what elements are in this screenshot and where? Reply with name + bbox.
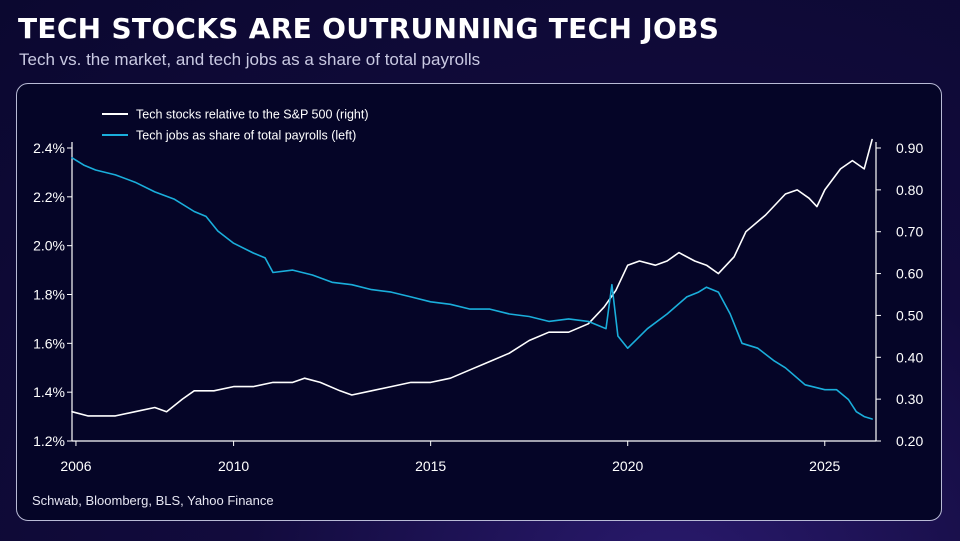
left-tick-label: 1.6% xyxy=(33,335,65,351)
right-tick-label: 0.40 xyxy=(896,349,923,365)
right-tick-label: 0.80 xyxy=(896,182,923,198)
left-tick-label: 1.4% xyxy=(33,384,65,400)
right-tick-label: 0.90 xyxy=(896,140,923,156)
left-tick-label: 2.0% xyxy=(33,238,65,254)
axes xyxy=(71,142,877,442)
left-tick-label: 2.4% xyxy=(33,140,65,156)
x-tick-label: 2020 xyxy=(612,458,643,474)
legend: Tech stocks relative to the S&P 500 (rig… xyxy=(102,108,369,143)
right-axis-ticks: 0.90 0.80 0.70 0.60 0.50 0.40 0.30 0.20 xyxy=(876,140,923,449)
x-axis-ticks: 2006 2010 2015 2020 2025 xyxy=(60,441,841,474)
left-axis-ticks: 2.4% 2.2% 2.0% 1.8% 1.6% 1.4% 1.2% xyxy=(33,140,72,449)
left-tick-label: 1.2% xyxy=(33,433,65,449)
series-line-tech-jobs xyxy=(71,157,873,420)
series-lines xyxy=(71,138,873,420)
left-tick-label: 1.8% xyxy=(33,287,65,303)
x-tick-label: 2025 xyxy=(809,458,840,474)
right-tick-label: 0.70 xyxy=(896,224,923,240)
right-tick-label: 0.60 xyxy=(896,266,923,282)
chart-subtitle: Tech vs. the market, and tech jobs as a … xyxy=(19,50,481,69)
left-tick-label: 2.2% xyxy=(33,189,65,205)
source-note: Schwab, Bloomberg, BLS, Yahoo Finance xyxy=(32,493,274,508)
chart-panel xyxy=(16,83,942,521)
x-tick-label: 2010 xyxy=(218,458,249,474)
right-tick-label: 0.50 xyxy=(896,307,923,323)
right-tick-label: 0.30 xyxy=(896,391,923,407)
x-tick-label: 2015 xyxy=(415,458,446,474)
x-tick-label: 2006 xyxy=(60,458,91,474)
legend-label-jobs: Tech jobs as share of total payrolls (le… xyxy=(136,129,356,143)
right-tick-label: 0.20 xyxy=(896,433,923,449)
chart-title: TECH STOCKS ARE OUTRUNNING TECH JOBS xyxy=(18,12,720,45)
series-line-tech-stocks xyxy=(71,138,873,417)
legend-label-stocks: Tech stocks relative to the S&P 500 (rig… xyxy=(136,108,369,122)
